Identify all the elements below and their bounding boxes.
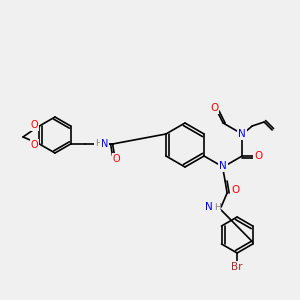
- Text: H: H: [95, 139, 102, 148]
- Text: O: O: [31, 140, 38, 150]
- Text: H: H: [214, 203, 220, 212]
- Text: N: N: [100, 139, 108, 149]
- Text: N: N: [238, 129, 246, 139]
- Text: O: O: [113, 154, 120, 164]
- Text: O: O: [31, 120, 38, 130]
- Text: N: N: [206, 202, 213, 212]
- Text: O: O: [254, 151, 262, 161]
- Text: Br: Br: [231, 262, 243, 272]
- Text: O: O: [231, 185, 239, 195]
- Text: O: O: [210, 103, 218, 113]
- Text: N: N: [219, 161, 227, 171]
